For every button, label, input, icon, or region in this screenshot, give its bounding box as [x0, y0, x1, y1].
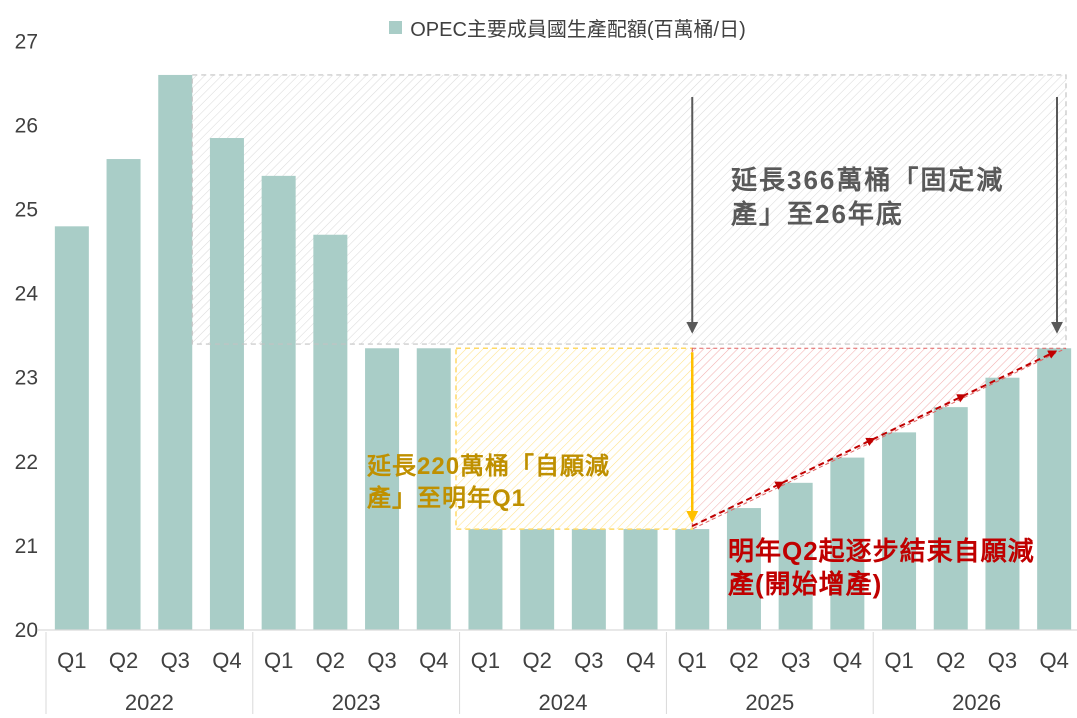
x-tick-label: Q1	[884, 648, 913, 673]
y-tick-label: 26	[15, 114, 38, 137]
voluntary-cut-region	[456, 348, 693, 530]
annotation-voluntary-cut: 延長220萬桶「自願減 產」至明年Q1	[367, 453, 611, 512]
x-tick-label: Q4	[419, 648, 448, 673]
y-tick-label: 22	[15, 451, 38, 474]
y-tick-label: 23	[15, 367, 38, 390]
annotation-fixed-cut: 延長366萬桶「固定減 產」至26年底	[731, 165, 1005, 229]
bar-2024-Q3	[571, 529, 606, 630]
y-tick-label: 24	[15, 283, 39, 306]
bar-2025-Q1	[675, 529, 710, 630]
bar-2023-Q2	[313, 234, 348, 631]
bar-2022-Q4	[209, 138, 244, 630]
legend-label: OPEC主要成員國生產配額(百萬桶/日)	[410, 19, 746, 41]
x-tick-label: Q1	[57, 648, 86, 673]
bar-2024-Q1	[468, 529, 503, 630]
x-tick-label: Q3	[161, 648, 190, 673]
x-tick-label: Q2	[316, 648, 345, 673]
x-tick-label: Q2	[729, 648, 758, 673]
legend-swatch	[389, 21, 403, 34]
year-label: 2024	[539, 690, 588, 715]
annotation-ramp-up: 明年Q2起逐步結束自願減 產(開始增產)	[728, 536, 1035, 599]
bar-2025-Q3	[778, 482, 813, 630]
bar-2024-Q2	[520, 529, 555, 630]
bar-2025-Q2	[726, 508, 761, 630]
x-tick-label: Q3	[367, 648, 396, 673]
y-tick-label: 20	[15, 619, 38, 642]
x-tick-label: Q2	[936, 648, 965, 673]
y-tick-label: 21	[15, 535, 38, 558]
year-label: 2026	[952, 690, 1001, 715]
bar-2024-Q4	[623, 529, 658, 630]
y-tick-label: 25	[15, 199, 38, 222]
y-tick-label: 27	[15, 30, 38, 53]
bar-2026-Q4	[1037, 348, 1072, 630]
bar-2022-Q1	[54, 226, 89, 630]
x-tick-label: Q1	[471, 648, 500, 673]
bar-2023-Q4	[416, 348, 451, 630]
x-tick-label: Q3	[988, 648, 1017, 673]
x-tick-label: Q1	[678, 648, 707, 673]
x-tick-label: Q2	[522, 648, 551, 673]
x-tick-label: Q4	[1039, 648, 1068, 673]
ramp-up-arrow	[691, 350, 1058, 527]
x-tick-label: Q4	[212, 648, 241, 673]
x-tick-label: Q3	[574, 648, 603, 673]
year-label: 2022	[125, 690, 174, 715]
bar-2023-Q3	[365, 348, 400, 630]
x-tick-label: Q4	[626, 648, 655, 673]
x-tick-label: Q2	[109, 648, 138, 673]
bar-2022-Q3	[158, 74, 193, 630]
chart-legend: OPEC主要成員國生產配額(百萬桶/日)	[0, 13, 1077, 42]
bar-2023-Q1	[261, 175, 296, 631]
year-label: 2025	[745, 690, 794, 715]
x-tick-label: Q3	[781, 648, 810, 673]
year-label: 2023	[332, 690, 381, 715]
x-tick-label: Q1	[264, 648, 293, 673]
bar-2022-Q2	[106, 159, 141, 631]
x-tick-label: Q4	[833, 648, 862, 673]
